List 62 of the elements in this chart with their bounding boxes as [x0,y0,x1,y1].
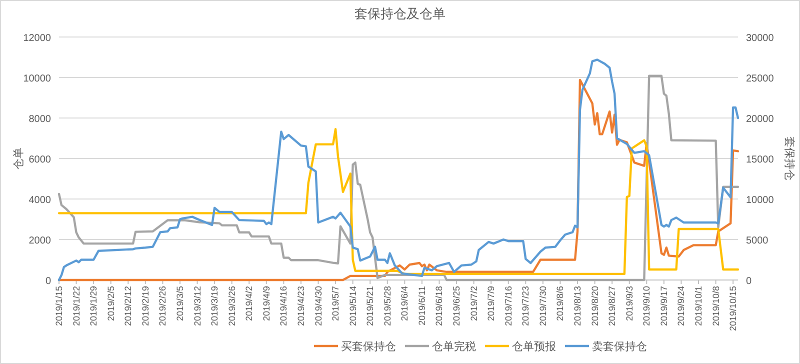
y-tick-label: 6000 [28,154,52,166]
y2-tick-label: 5000 [746,236,769,246]
legend-label: 仓单预报 [512,340,556,353]
x-tick-label: 2019/5/7 [330,286,341,322]
chart-title: 套保持仓及仓单 [354,6,446,21]
x-tick-label: 2019/7/16 [503,286,514,326]
x-tick-label: 2019/4/23 [296,286,306,326]
x-tick-label: 2019/9/24 [676,286,686,326]
x-tick-label: 2019/3/26 [226,286,237,326]
x-tick-label: 2019/6/25 [452,286,462,326]
x-tick-label: 2019/6/18 [434,286,444,326]
x-tick-label: 2019/2/26 [158,286,168,326]
line-series [58,128,740,276]
x-tick-label: 2019/1/15 [54,286,64,326]
y-tick-label: 10000 [23,74,52,84]
x-tick-label: 2019/6/11 [416,286,427,326]
x-tick-label: 2019/2/12 [123,286,134,326]
x-tick-label: 2019/6/4 [400,286,410,322]
y2-tick-label: 0 [746,276,752,287]
x-tick-label: 2019/7/23 [520,286,531,326]
y2-tick-label: 10000 [746,195,774,206]
x-tick-label: 2019/3/5 [174,286,185,322]
x-tick-label: 2019/5/14 [348,286,358,326]
x-tick-label: 2019/9/10 [642,286,652,326]
y-tick-label: 2000 [28,236,52,246]
y-tick-label: 12000 [23,33,52,44]
x-tick-label: 2019/7/30 [538,286,548,326]
y2-tick-label: 30000 [746,33,774,44]
y-tick-label: 8000 [28,114,52,125]
x-tick-label: 2019/7/2 [468,286,479,322]
x-tick-label: 2019/5/28 [382,286,392,326]
x-tick-label: 2019/4/9 [261,286,272,322]
x-tick-label: 2019/5/21 [365,286,376,326]
x-tick-label: 2019/1/22 [71,286,82,326]
x-tick-label: 2019/8/13 [572,286,583,326]
x-tick-label: 2019/2/5 [106,286,116,322]
x-tick-label: 2019/9/17 [658,286,669,326]
x-tick-label: 2019/7/9 [486,286,496,322]
x-tick-label: 2019/2/19 [140,286,150,326]
x-tick-label: 2019/10/8 [710,286,721,326]
x-tick-label: 2019/4/30 [313,286,324,326]
x-tick-label: 2019/8/27 [607,286,618,326]
y2-tick-label: 25000 [746,74,774,84]
legend-label: 买套保持仓 [341,341,396,353]
x-tick-label: 2019/3/19 [210,286,220,326]
x-tick-label: 2019/3/12 [192,286,202,326]
y2-axis-title: 套保持仓 [783,136,795,180]
y-tick-label: 0 [45,276,52,287]
y-tick-label: 4000 [28,195,52,206]
y2-tick-label: 20000 [746,114,774,125]
x-tick-label: 2019/9/3 [624,286,634,322]
x-tick-label: 2019/10/15 [728,286,738,332]
y-axis-title: 仓单 [12,148,25,170]
x-tick-label: 2019/4/16 [278,286,289,326]
x-tick-label: 2019/4/2 [244,286,254,322]
x-tick-label: 2019/8/6 [555,286,566,322]
y2-tick-label: 15000 [746,154,774,166]
legend-label: 仓单完税 [432,340,476,353]
x-tick-label: 2019/8/20 [590,286,600,326]
legend-label: 卖套保持仓 [592,340,647,353]
x-tick-label: 2019/1/29 [88,286,99,326]
x-tick-label: 2019/10/1 [693,286,704,326]
